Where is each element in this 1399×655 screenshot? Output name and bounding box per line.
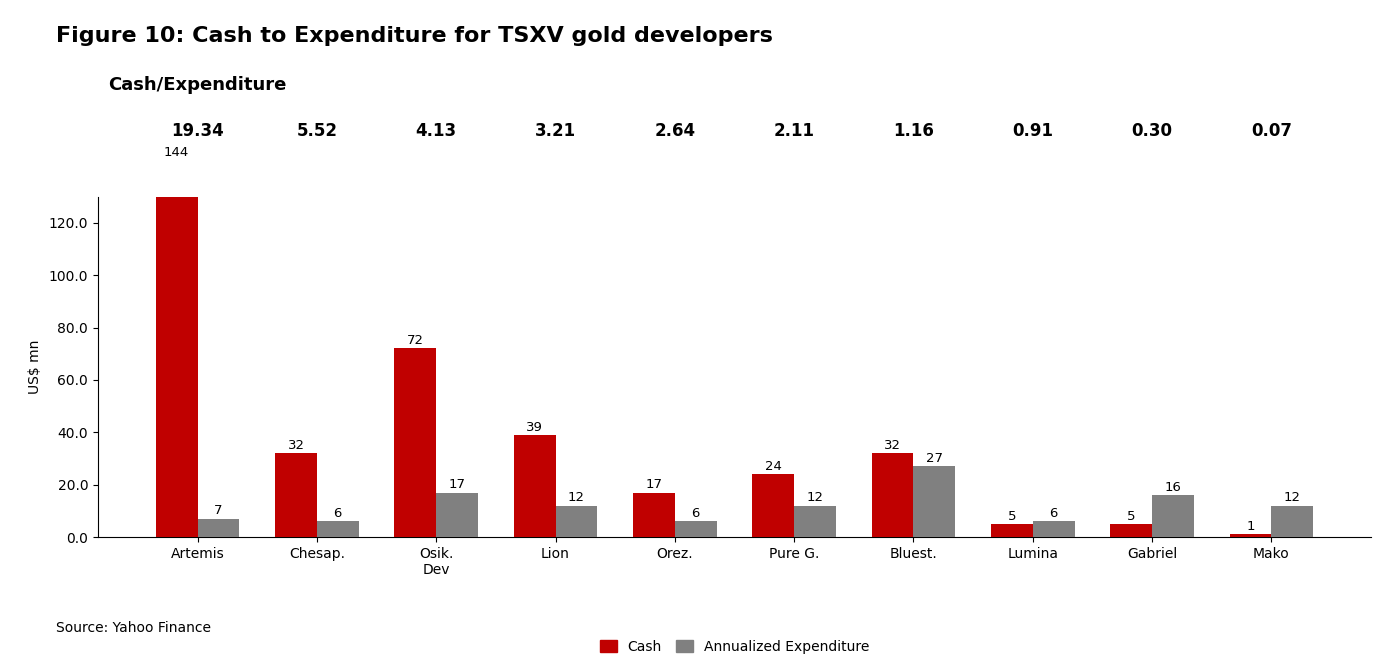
Bar xyxy=(990,524,1032,537)
Text: 1: 1 xyxy=(1247,520,1255,533)
Text: 12: 12 xyxy=(568,491,585,504)
Y-axis label: US$ mn: US$ mn xyxy=(28,339,42,394)
Text: 17: 17 xyxy=(449,478,466,491)
Text: 6: 6 xyxy=(333,507,341,520)
Bar xyxy=(674,521,716,537)
Bar xyxy=(1032,521,1074,537)
Legend: Cash, Annualized Expenditure: Cash, Annualized Expenditure xyxy=(595,635,874,655)
Text: 0.07: 0.07 xyxy=(1251,122,1291,140)
Bar xyxy=(914,466,956,537)
Text: 12: 12 xyxy=(1284,491,1301,504)
Bar xyxy=(1153,495,1193,537)
Text: Figure 10: Cash to Expenditure for TSXV gold developers: Figure 10: Cash to Expenditure for TSXV … xyxy=(56,26,772,46)
Bar xyxy=(1230,534,1272,537)
Bar xyxy=(795,506,835,537)
Text: 6: 6 xyxy=(691,507,700,520)
Bar xyxy=(634,493,674,537)
Text: 2.64: 2.64 xyxy=(655,122,695,140)
Bar xyxy=(155,160,197,537)
Text: 4.13: 4.13 xyxy=(416,122,456,140)
Text: 17: 17 xyxy=(645,478,663,491)
Bar xyxy=(197,519,239,537)
Text: 144: 144 xyxy=(164,145,189,159)
Text: 27: 27 xyxy=(926,452,943,465)
Bar xyxy=(872,453,914,537)
Text: 39: 39 xyxy=(526,421,543,434)
Text: 0.91: 0.91 xyxy=(1013,122,1053,140)
Bar xyxy=(316,521,358,537)
Text: Cash/Expenditure: Cash/Expenditure xyxy=(108,76,287,94)
Bar xyxy=(513,435,555,537)
Text: 72: 72 xyxy=(407,334,424,347)
Text: 6: 6 xyxy=(1049,507,1058,520)
Text: 5: 5 xyxy=(1128,510,1136,523)
Text: 5.52: 5.52 xyxy=(297,122,337,140)
Bar xyxy=(1111,524,1153,537)
Text: 2.11: 2.11 xyxy=(774,122,814,140)
Text: 0.30: 0.30 xyxy=(1132,122,1172,140)
Text: Source: Yahoo Finance: Source: Yahoo Finance xyxy=(56,622,211,635)
Text: 16: 16 xyxy=(1164,481,1181,494)
Text: 3.21: 3.21 xyxy=(534,122,576,140)
Bar xyxy=(555,506,597,537)
Text: 1.16: 1.16 xyxy=(893,122,935,140)
Text: 32: 32 xyxy=(287,439,305,452)
Bar xyxy=(276,453,316,537)
Text: 19.34: 19.34 xyxy=(171,122,224,140)
Bar xyxy=(395,348,436,537)
Bar xyxy=(753,474,795,537)
Text: 7: 7 xyxy=(214,504,222,517)
Bar xyxy=(436,493,478,537)
Text: 32: 32 xyxy=(884,439,901,452)
Text: 24: 24 xyxy=(765,460,782,473)
Bar xyxy=(1272,506,1314,537)
Text: 5: 5 xyxy=(1007,510,1016,523)
Text: 12: 12 xyxy=(806,491,824,504)
